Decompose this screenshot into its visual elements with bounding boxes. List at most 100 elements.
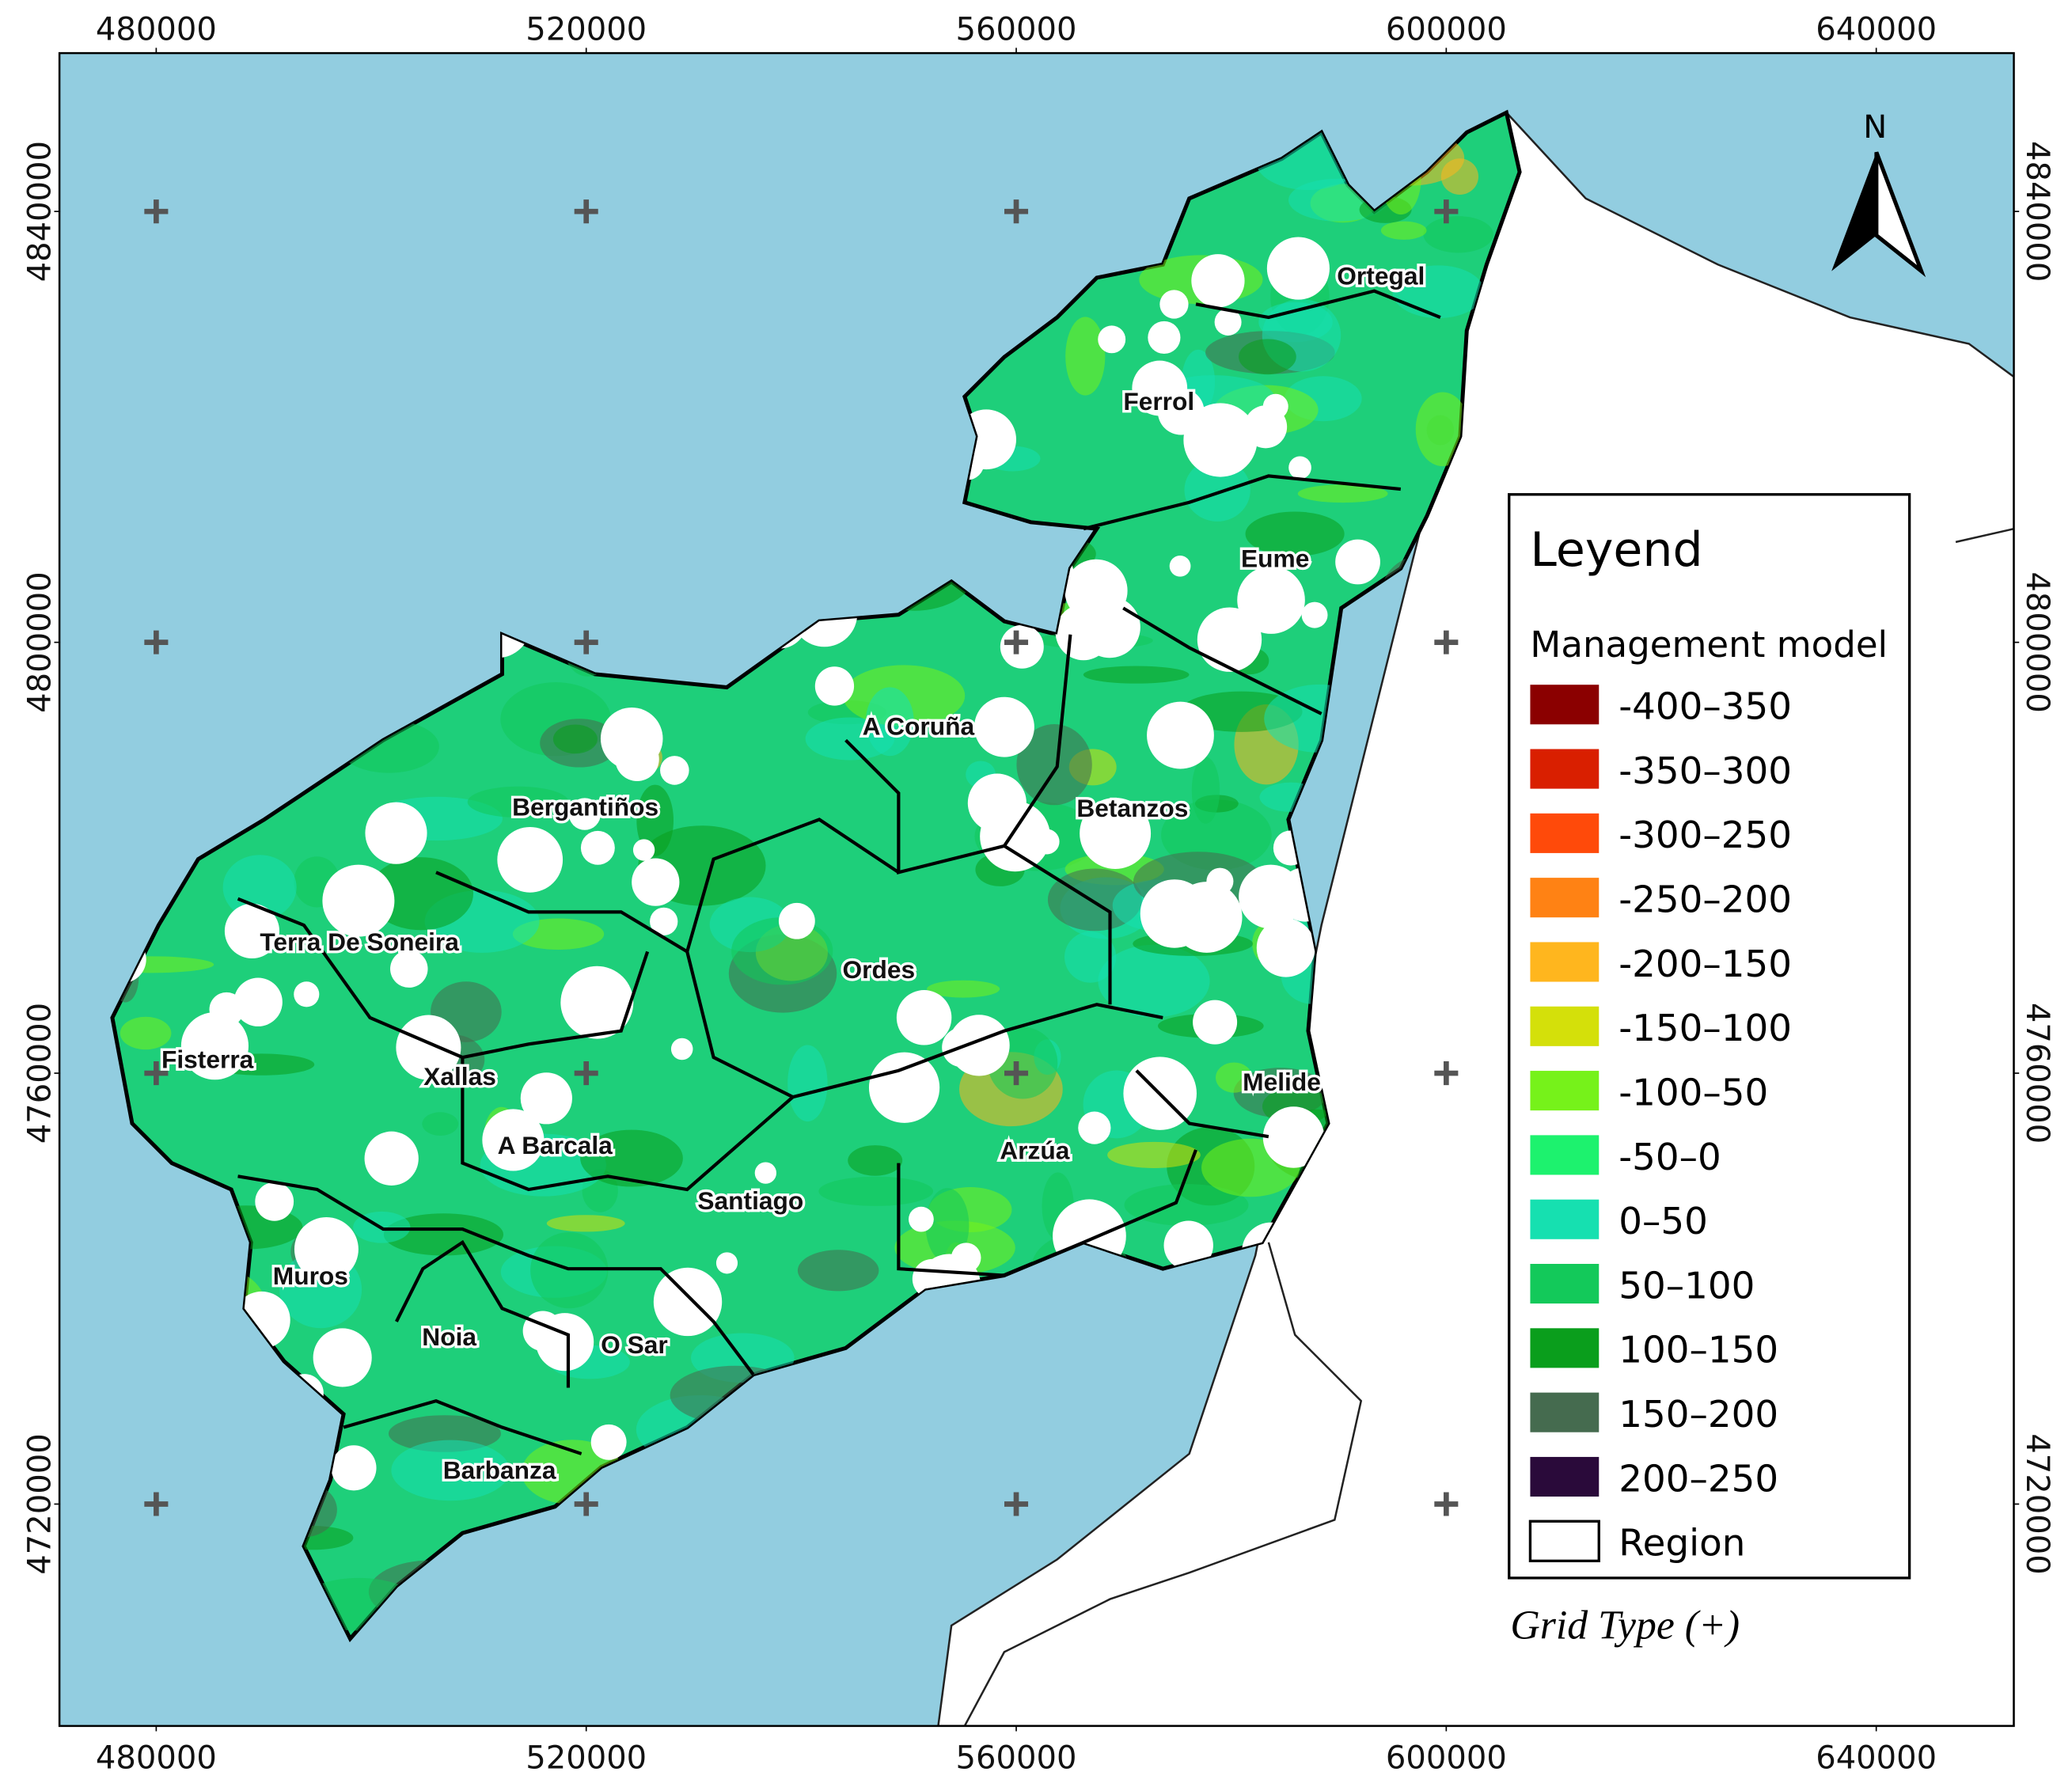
cleared-area — [967, 773, 1027, 833]
region-border — [1135, 1069, 1269, 1139]
region-label: Ferrol — [1123, 387, 1194, 415]
cleared-area — [568, 798, 601, 830]
cleared-area — [180, 1012, 249, 1080]
x-tick-label: 600000 — [1386, 1740, 1507, 1776]
cleared-area — [224, 903, 280, 958]
cleared-area — [1080, 797, 1152, 869]
grid-cross — [1434, 199, 1459, 224]
legend-swatch — [1530, 942, 1600, 982]
texture-patch — [797, 1250, 879, 1292]
cleared-area — [909, 1206, 934, 1232]
north-arrow: N — [1831, 109, 1926, 278]
legend-swatch — [1530, 749, 1600, 789]
region-label: Melide — [1243, 1068, 1321, 1096]
region-label: O Sar — [601, 1330, 668, 1359]
texture-patch — [467, 786, 569, 818]
legend-swatch — [1530, 1328, 1600, 1368]
grid-cross — [1004, 630, 1029, 654]
region-border — [343, 1398, 583, 1455]
legend-label: -50–0 — [1619, 1136, 1721, 1179]
cleared-area — [1034, 829, 1060, 855]
grid-cross — [574, 630, 598, 654]
cleared-area — [1163, 1220, 1213, 1270]
cleared-area — [948, 1015, 1010, 1076]
cleared-area — [1055, 604, 1112, 661]
region-border — [461, 1057, 795, 1192]
y-tick-label: 4800000 — [21, 571, 58, 712]
cleared-area — [1159, 290, 1189, 319]
map-frame — [58, 51, 2015, 1728]
x-tick-label: 480000 — [96, 1740, 217, 1776]
cleared-area — [1000, 624, 1044, 669]
texture-patch — [818, 1176, 934, 1206]
coast — [1955, 527, 2014, 544]
cleared-area — [754, 1162, 776, 1184]
region-label: Betanzos — [1076, 794, 1188, 822]
grid-cross — [144, 1061, 169, 1086]
cleared-area — [615, 737, 659, 781]
legend-swatch — [1528, 1520, 1600, 1563]
texture-patch — [391, 1440, 510, 1501]
cleared-area — [1078, 1111, 1111, 1144]
texture-patch — [580, 1129, 683, 1187]
cleared-area — [536, 1313, 594, 1372]
grid-cross — [144, 199, 169, 224]
cleared-area — [390, 950, 428, 988]
cleared-area — [1183, 403, 1258, 477]
legend-label: -100–50 — [1619, 1072, 1768, 1114]
texture-patch — [1216, 1062, 1253, 1093]
texture-patch — [925, 1188, 970, 1263]
cleared-area — [1193, 1000, 1238, 1045]
y-tick-label: 4840000 — [2019, 141, 2055, 282]
cleared-area — [396, 1015, 461, 1080]
x-tick-label: 520000 — [526, 1740, 647, 1776]
texture-patch — [787, 1045, 828, 1122]
cleared-area — [670, 1038, 693, 1060]
cleared-area — [715, 1252, 738, 1274]
north-arrow-half — [1874, 151, 1926, 278]
legend-label: 200–250 — [1619, 1458, 1778, 1501]
region-border — [844, 634, 1072, 875]
grid-cross — [1434, 1492, 1459, 1516]
texture-patch — [1392, 265, 1485, 319]
cleared-area — [1244, 405, 1288, 449]
cleared-area — [294, 981, 320, 1007]
region-border — [685, 950, 1163, 1099]
grid-cross — [574, 1492, 598, 1516]
legend-swatch — [1530, 813, 1600, 853]
texture-patch — [222, 855, 297, 920]
texture-patch — [1191, 757, 1220, 824]
legend-swatch — [1530, 1135, 1600, 1175]
grid-cross — [144, 630, 169, 654]
cleared-area — [660, 756, 689, 785]
legend-label: -400–350 — [1619, 686, 1792, 729]
cleared-area — [653, 1267, 723, 1337]
cleared-area — [1148, 321, 1181, 355]
cleared-area — [650, 907, 678, 935]
cleared-area — [1169, 555, 1191, 577]
legend-swatch — [1530, 1392, 1600, 1432]
legend-swatch — [1530, 1071, 1600, 1111]
cleared-area — [814, 666, 855, 706]
y-tick-label: 4760000 — [2019, 1003, 2055, 1144]
texture-patch — [1098, 944, 1210, 1018]
region-label: Fisterra — [161, 1045, 254, 1073]
texture-patch — [1245, 511, 1345, 556]
cleared-area — [590, 1424, 627, 1460]
cleared-area — [1147, 701, 1214, 769]
y-tick-label: 4720000 — [2019, 1433, 2055, 1574]
grid-cross — [1434, 630, 1459, 654]
texture-patch — [927, 980, 1000, 998]
grid-cross — [1434, 1061, 1459, 1086]
texture-patch — [1016, 724, 1092, 806]
cleared-area — [1197, 607, 1262, 672]
region-border — [237, 1174, 755, 1376]
legend-label: 50–100 — [1619, 1265, 1755, 1307]
cleared-area — [1187, 905, 1218, 935]
legend-swatch — [1530, 1456, 1600, 1497]
cleared-area — [1206, 867, 1234, 895]
coordinate-ticks: 480000 480000 520000 520000 560000 560000 6000… — [21, 11, 2055, 1776]
legend-swatch — [1530, 1199, 1600, 1239]
cleared-area — [520, 1072, 572, 1125]
region-border — [1122, 606, 1323, 715]
